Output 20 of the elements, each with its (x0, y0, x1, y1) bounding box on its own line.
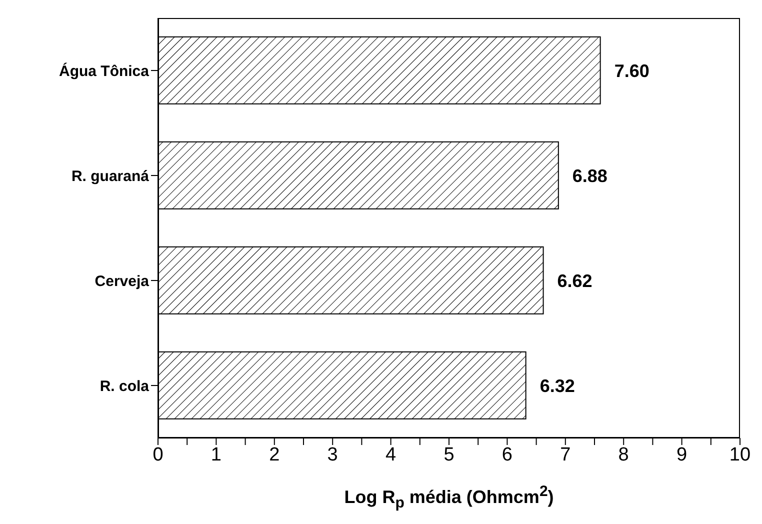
x-tick-label: 4 (386, 444, 397, 466)
x-axis-title: Log R$_{p}$ média (Ohmcm$^{2}$) (343, 483, 555, 512)
x-tick-label: 8 (618, 444, 629, 466)
x-tick-label: 6 (502, 444, 512, 466)
x-tick-label: 10 (729, 444, 751, 466)
x-tick-label: 1 (210, 444, 222, 466)
y-tick-label: R. guaraná (71, 168, 150, 185)
data-label: 6.62 (557, 270, 592, 291)
y-tick-label: Cerveja (94, 272, 150, 290)
data-label: 6.88 (572, 166, 608, 186)
x-tick-label: 9 (676, 444, 688, 466)
y-tick-label: Água Tônica (58, 62, 150, 80)
x-tick-label: 0 (152, 444, 164, 466)
x-tick-label: 3 (327, 444, 338, 466)
data-label: 6.32 (540, 376, 575, 396)
x-tick-label: 2 (269, 444, 280, 466)
y-tick-label: R. cola (100, 378, 150, 395)
x-tick-label: 5 (444, 444, 454, 466)
x-tick-label: 7 (560, 444, 571, 466)
data-label: 7.60 (614, 60, 650, 81)
